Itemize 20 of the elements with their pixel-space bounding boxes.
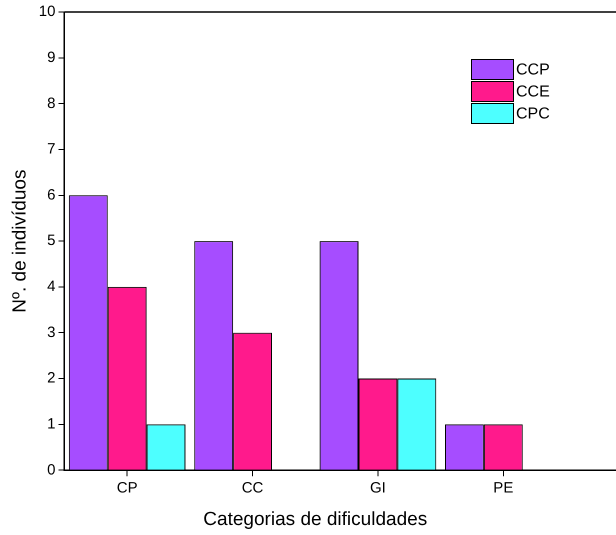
y-tick-label: 6: [47, 186, 56, 204]
x-tick-label: PE: [493, 479, 514, 496]
x-axis-title: Categorias de dificuldades: [203, 508, 428, 530]
y-tick-label: 7: [47, 140, 56, 158]
y-axis-title: Nº. de indivíduos: [10, 170, 31, 313]
x-tick-label: CP: [116, 479, 138, 496]
y-tick-label: 1: [47, 416, 56, 433]
legend-label: CPC: [516, 105, 550, 122]
legend-label: CCP: [516, 61, 550, 78]
y-tick-label: 2: [47, 370, 56, 387]
y-tick-label: 0: [47, 461, 56, 478]
y-tick-label: 3: [47, 324, 56, 341]
y-tick-label: 10: [38, 3, 56, 20]
y-tick-label: 4: [47, 278, 56, 296]
y-tick-label: 9: [47, 48, 56, 66]
x-tick-label: CC: [242, 479, 264, 496]
x-tick-label: GI: [370, 479, 386, 496]
y-tick-label: 5: [47, 232, 56, 250]
legend-label: CCE: [516, 83, 550, 100]
y-tick-label: 8: [47, 94, 56, 112]
